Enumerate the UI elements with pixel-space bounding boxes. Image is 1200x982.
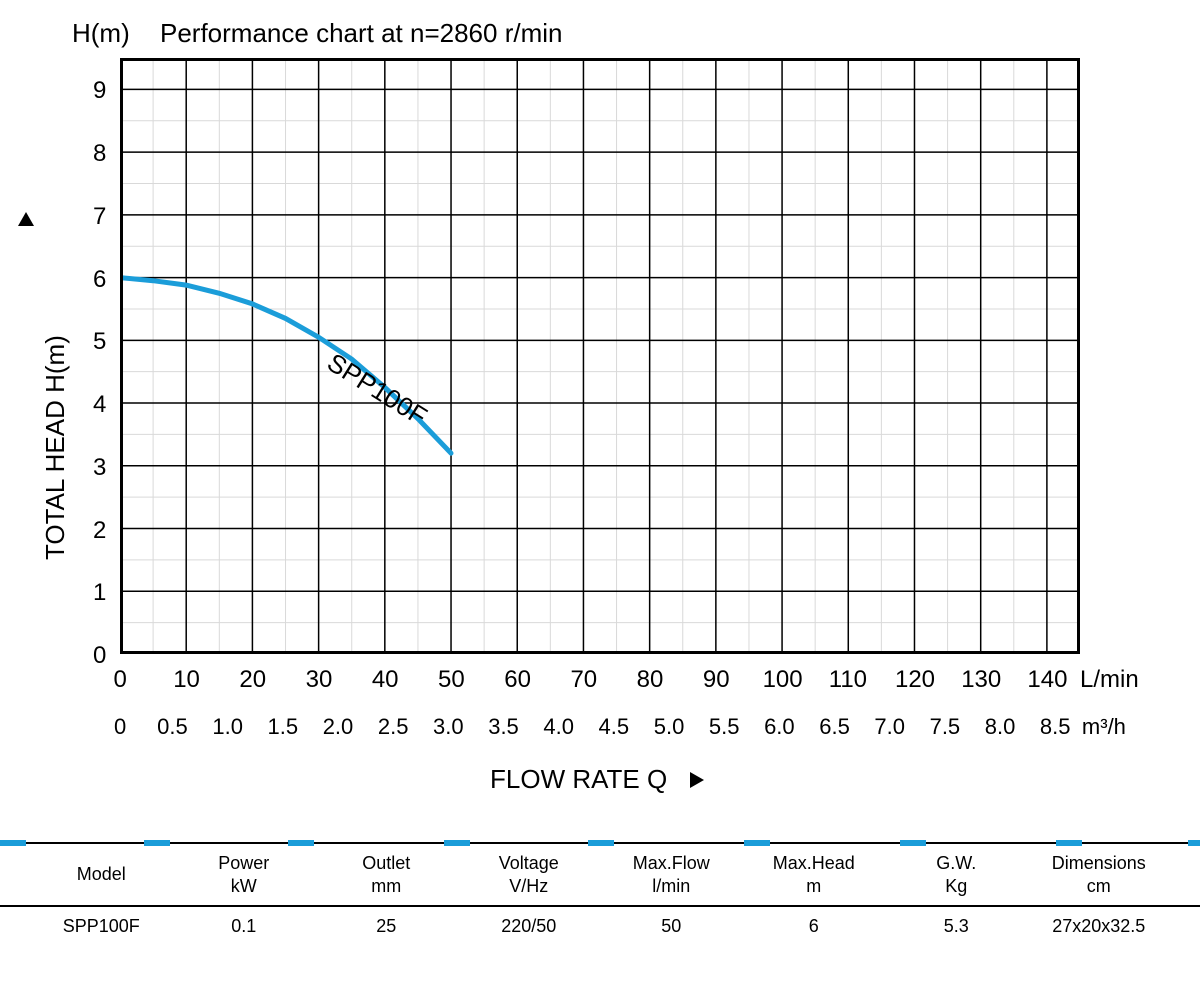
x-tick-m3h: 1.5 [268,714,299,740]
x-tick-lmin: 40 [372,666,399,694]
spec-data-cell: 0.1 [173,907,316,946]
spec-data-cell: 25 [315,907,458,946]
chart-title: Performance chart at n=2860 r/min [160,18,562,49]
y-tick: 2 [93,517,106,545]
spec-header-row: ModelPowerkWOutletmmVoltageV/HzMax.Flowl… [0,844,1200,905]
spec-header-cell: Dimensionscm [1028,844,1171,905]
x-tick-m3h: 4.5 [599,714,630,740]
x-axis-label-text: FLOW RATE Q [490,764,667,794]
spec-data-cell: 5.3 [885,907,1028,946]
x-tick-lmin: 50 [438,666,465,694]
spec-data-cell: 6 [743,907,886,946]
y-tick: 4 [93,391,106,419]
x-tick-m3h: 5.0 [654,714,685,740]
x-tick-lmin: 70 [570,666,597,694]
x-tick-lmin: 110 [829,666,867,694]
spec-data-row: SPP100F0.125220/505065.327x20x32.5 [0,907,1200,946]
x-unit-lmin: L/min [1080,666,1139,694]
x-tick-lmin: 20 [239,666,266,694]
x-tick-m3h: 2.5 [378,714,409,740]
x-tick-m3h: 7.5 [930,714,961,740]
spec-header-cell: Model [30,855,173,894]
x-tick-lmin: 60 [504,666,531,694]
x-tick-m3h: 0.5 [157,714,188,740]
chart-plot: SPP100F [120,58,1080,654]
x-tick-m3h: 7.0 [874,714,905,740]
y-axis-arrow-icon [18,212,34,226]
spec-data-cell: 220/50 [458,907,601,946]
spec-header-cell: G.W.Kg [885,844,1028,905]
spec-data-cell: SPP100F [30,907,173,946]
y-tick: 1 [93,579,106,607]
chart-border [120,58,1080,654]
y-tick: 5 [93,328,106,356]
spec-header-cell: VoltageV/Hz [458,844,601,905]
x-tick-lmin: 0 [114,666,127,694]
x-axis-arrow-icon [690,772,704,788]
y-axis-label: TOTAL HEAD H(m) [40,335,71,560]
x-tick-lmin: 140 [1027,666,1067,694]
x-tick-m3h: 4.0 [543,714,574,740]
spec-body: SPP100F0.125220/505065.327x20x32.5 [0,907,1200,946]
x-tick-lmin: 120 [895,666,935,694]
x-unit-m3h: m³/h [1082,714,1126,740]
x-tick-m3h: 3.0 [433,714,464,740]
y-tick: 0 [93,642,106,670]
x-tick-m3h: 2.0 [323,714,354,740]
y-tick: 9 [93,77,106,105]
x-tick-lmin: 80 [637,666,664,694]
y-tick: 6 [93,266,106,294]
x-tick-lmin: 100 [763,666,803,694]
y-tick: 3 [93,454,106,482]
x-tick-lmin: 90 [703,666,730,694]
x-tick-m3h: 6.5 [819,714,850,740]
table-rule-mid [0,905,1200,907]
spec-header-cell: Outletmm [315,844,458,905]
x-tick-m3h: 8.0 [985,714,1016,740]
spec-data-cell: 50 [600,907,743,946]
spec-header-cell: Max.Flowl/min [600,844,743,905]
x-tick-lmin: 10 [173,666,200,694]
table-rule-top [0,842,1200,844]
spec-header-cell: Max.Headm [743,844,886,905]
x-tick-m3h: 0 [114,714,126,740]
y-tick: 8 [93,140,106,168]
x-tick-m3h: 6.0 [764,714,795,740]
x-tick-m3h: 5.5 [709,714,740,740]
x-tick-lmin: 130 [961,666,1001,694]
spec-data-cell: 27x20x32.5 [1028,907,1171,946]
x-tick-m3h: 3.5 [488,714,519,740]
y-tick: 7 [93,203,106,231]
y-unit-title: H(m) [72,18,130,49]
spec-table: ModelPowerkWOutletmmVoltageV/HzMax.Flowl… [0,842,1200,946]
x-tick-m3h: 1.0 [212,714,243,740]
x-tick-lmin: 30 [306,666,333,694]
x-tick-m3h: 8.5 [1040,714,1071,740]
spec-header-cell: PowerkW [173,844,316,905]
x-axis-label: FLOW RATE Q [490,764,667,795]
